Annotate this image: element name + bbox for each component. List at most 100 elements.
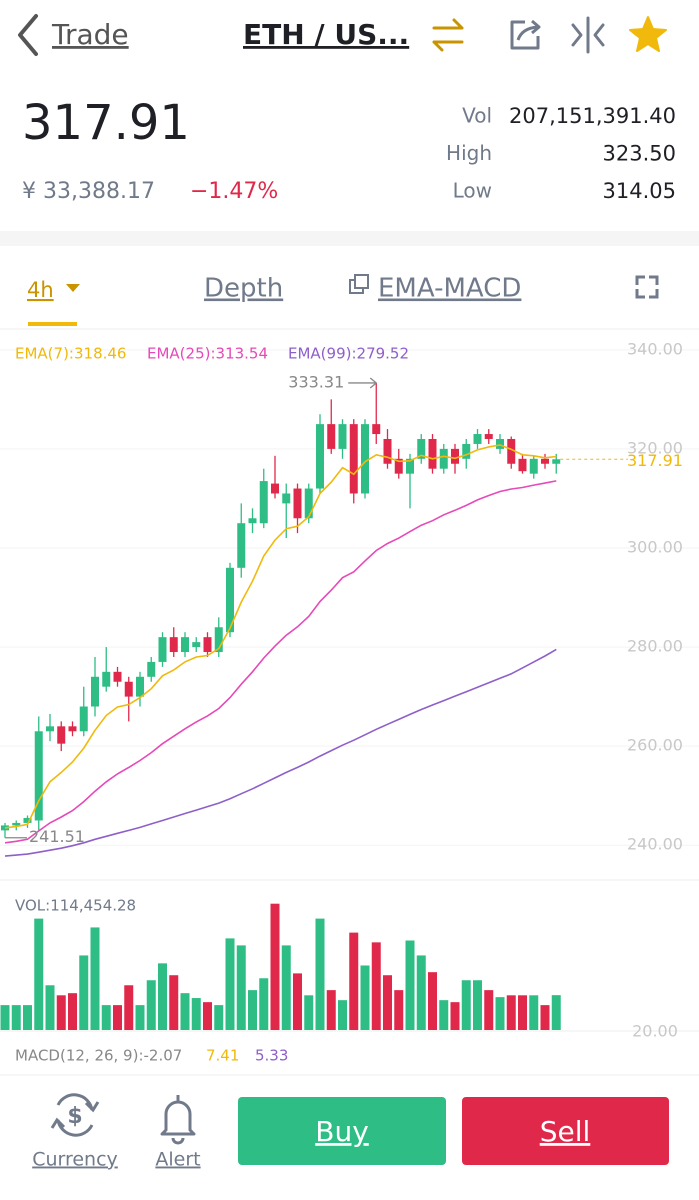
y-tick-label: 240.00 xyxy=(627,835,683,854)
volume-bar xyxy=(236,945,246,1030)
volume-bar xyxy=(270,903,280,1030)
volume-bar xyxy=(551,995,561,1030)
alert-label: Alert xyxy=(155,1149,200,1171)
candle-body xyxy=(484,434,493,439)
back-button[interactable]: Trade xyxy=(18,14,129,56)
candle-body xyxy=(34,731,43,821)
candle-body xyxy=(383,438,392,464)
swap-icon[interactable] xyxy=(432,18,464,52)
compare-chevrons xyxy=(571,23,605,47)
candle-body xyxy=(23,817,32,823)
candle-body xyxy=(316,424,324,489)
alert-icon xyxy=(160,1095,196,1145)
back-label: Trade xyxy=(51,18,129,51)
low-marker-label: 241.51 xyxy=(29,827,85,846)
interval-tab[interactable]: 4h xyxy=(27,278,80,326)
alert-button[interactable]: Alert xyxy=(155,1095,201,1171)
y-tick-label: 340.00 xyxy=(627,339,683,358)
y-tick-label: 320.00 xyxy=(627,438,683,457)
compare-icon[interactable] xyxy=(571,16,605,54)
candle-body xyxy=(304,488,313,519)
buy-button[interactable]: Buy xyxy=(238,1097,446,1165)
candle-body xyxy=(192,642,201,648)
volume-bar xyxy=(326,990,336,1030)
high-marker-arrow xyxy=(348,377,378,389)
tab-indicator xyxy=(28,322,77,326)
candle-body xyxy=(394,458,403,474)
candle-body xyxy=(102,671,111,687)
high-marker-label: 333.31 xyxy=(288,372,344,391)
candle-body xyxy=(158,637,167,662)
candle-body xyxy=(147,661,156,677)
pair-title[interactable]: ETH / US... xyxy=(243,18,409,51)
volume-bar xyxy=(518,995,527,1030)
candle-body xyxy=(417,438,426,459)
volume-bar xyxy=(461,980,471,1030)
depth-tab[interactable]: Depth xyxy=(204,274,283,304)
candle-body xyxy=(91,676,99,707)
volume-bar xyxy=(113,1005,122,1030)
volume-bar xyxy=(360,965,370,1030)
share-box xyxy=(510,20,540,50)
back-icon xyxy=(18,14,38,56)
interval-caret xyxy=(66,284,80,292)
candle-body xyxy=(462,443,471,459)
volume-bar xyxy=(0,1005,10,1030)
candle-body xyxy=(529,458,538,474)
ema-line xyxy=(4,444,557,829)
volume-bar xyxy=(506,995,516,1030)
volume-bar xyxy=(135,1005,145,1030)
y-tick-label: 260.00 xyxy=(627,736,683,755)
sell-button[interactable]: Sell xyxy=(462,1097,669,1165)
candle-body xyxy=(428,438,437,469)
indicator-tab[interactable]: EMA-MACD xyxy=(349,274,521,304)
candle-body xyxy=(406,458,414,474)
candle-body xyxy=(361,424,369,494)
candle-body xyxy=(237,523,246,568)
macd-tick-label: 20.00 xyxy=(632,1022,678,1041)
currency-icon xyxy=(56,1093,94,1137)
volume-bar xyxy=(90,927,100,1030)
candle-body xyxy=(271,483,279,494)
currency-arrows xyxy=(50,1101,100,1129)
legend-entry: EMA(25):313.54 xyxy=(147,345,268,363)
volume-bar xyxy=(293,973,302,1030)
candle-body xyxy=(136,676,144,697)
volume-bar xyxy=(338,1000,347,1030)
fullscreen-icon[interactable] xyxy=(635,275,659,299)
candle-body xyxy=(68,726,77,732)
fullscreen-corners xyxy=(635,275,659,299)
volume-bar xyxy=(248,990,257,1030)
candle-body xyxy=(214,627,223,653)
candle-body xyxy=(169,637,178,653)
candle-body xyxy=(181,637,189,653)
indicator-label: EMA-MACD xyxy=(378,274,521,304)
currency-button[interactable]: $ Currency xyxy=(32,1093,118,1171)
candle-body xyxy=(349,424,358,494)
currency-label: Currency xyxy=(32,1149,118,1171)
legend-entry: EMA(99):279.52 xyxy=(288,345,409,363)
candle-body xyxy=(124,681,133,697)
price-line-label: 317.91 xyxy=(627,451,683,470)
candle-body xyxy=(259,481,268,524)
stat-value: 314.05 xyxy=(603,179,676,203)
price-change: −1.47% xyxy=(190,179,278,204)
candle-body xyxy=(507,438,516,464)
volume-bar xyxy=(405,940,415,1030)
interval-label: 4h xyxy=(27,278,54,302)
volume-bar xyxy=(101,1005,111,1030)
volume-bar xyxy=(529,995,539,1030)
volume-bar xyxy=(428,972,437,1030)
volume-bar xyxy=(158,963,167,1030)
volume-bar xyxy=(349,932,359,1030)
volume-bar xyxy=(34,918,44,1030)
candle-body xyxy=(12,822,21,826)
share-icon[interactable] xyxy=(510,19,541,50)
candle-body xyxy=(293,488,302,519)
volume-bar xyxy=(473,980,482,1030)
volume-bar xyxy=(281,945,291,1030)
candle-body xyxy=(439,448,448,469)
favorite-star[interactable] xyxy=(629,16,667,52)
volume-bar xyxy=(225,938,235,1030)
